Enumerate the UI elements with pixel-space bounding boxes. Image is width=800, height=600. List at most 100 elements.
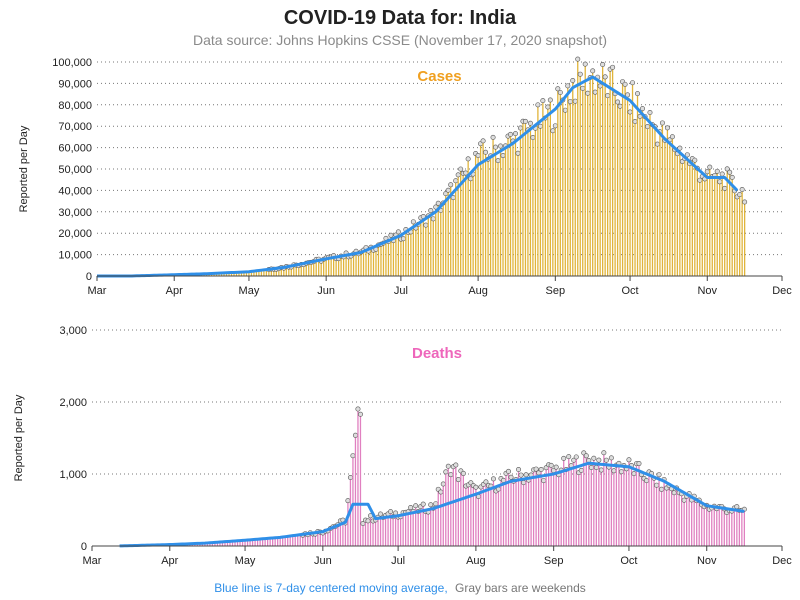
x-tick-label: Oct <box>621 285 638 297</box>
data-point <box>582 61 588 67</box>
data-point <box>483 149 489 155</box>
data-point <box>395 229 401 235</box>
data-point <box>632 118 638 124</box>
data-point <box>737 192 743 198</box>
x-tick-label: May <box>239 285 260 297</box>
data-point <box>627 109 633 115</box>
data-point <box>518 472 524 478</box>
data-point <box>631 471 637 477</box>
y-tick-label: 40,000 <box>58 185 92 197</box>
data-point <box>433 501 439 507</box>
cases-panel: 0 10,000 20,000 30,000 40,000 50,000 60,000 70,… <box>18 56 792 297</box>
data-point <box>540 98 546 104</box>
data-point <box>600 62 606 68</box>
data-point <box>625 92 631 98</box>
data-point <box>669 134 675 140</box>
y-tick-label: 30,000 <box>58 207 92 219</box>
data-point <box>420 501 426 507</box>
x-tick-label: Nov <box>697 555 717 567</box>
data-point <box>423 222 429 228</box>
data-point <box>656 472 662 478</box>
data-point <box>704 169 710 175</box>
x-tick-label: Apr <box>166 285 183 297</box>
data-point <box>714 168 720 174</box>
chart-subtitle: Data source: Johns Hopkins CSSE (Novembe… <box>193 32 607 48</box>
data-point <box>572 98 578 104</box>
data-point <box>603 457 609 463</box>
x-tick-label: Apr <box>161 555 178 567</box>
data-point <box>724 166 730 172</box>
data-point <box>591 455 597 461</box>
data-point <box>605 93 611 99</box>
data-point <box>523 472 529 478</box>
data-point <box>573 454 579 460</box>
data-point <box>684 152 690 158</box>
data-point <box>692 157 698 163</box>
panel-label: Deaths <box>412 345 462 362</box>
data-point <box>611 468 617 474</box>
data-point <box>553 464 559 470</box>
y-tick-label: 20,000 <box>58 228 92 240</box>
data-point <box>722 185 728 191</box>
data-point <box>347 475 353 481</box>
data-point <box>681 497 687 503</box>
y-tick-label: 80,000 <box>58 100 92 112</box>
y-tick-label: 2,000 <box>59 397 87 409</box>
data-point <box>729 174 735 180</box>
y-tick-label: 0 <box>86 271 92 283</box>
y-tick-label: 1,000 <box>59 469 87 481</box>
data-point <box>455 477 461 483</box>
data-point <box>548 462 554 468</box>
moving-average-line <box>119 461 745 548</box>
x-tick-label: Jun <box>314 555 332 567</box>
data-point <box>739 187 745 193</box>
x-tick-label: Jun <box>317 285 335 297</box>
data-point <box>717 179 723 185</box>
footnote: Blue line is 7-day centered moving avera… <box>214 581 586 595</box>
data-point <box>727 169 733 175</box>
chart-title: COVID-19 Data for: India <box>284 7 517 29</box>
x-tick-label: Sep <box>544 555 564 567</box>
data-point <box>664 125 670 131</box>
data-point <box>537 123 543 129</box>
data-point <box>508 474 514 480</box>
data-point <box>578 467 584 473</box>
data-point <box>659 486 665 492</box>
data-point <box>608 455 614 461</box>
x-tick-label: Jul <box>394 285 408 297</box>
y-tick-label: 100,000 <box>52 57 92 69</box>
y-tick-label: 10,000 <box>58 250 92 262</box>
data-point <box>618 469 624 475</box>
data-point <box>533 466 539 472</box>
data-point <box>475 153 481 159</box>
data-point <box>453 178 459 184</box>
data-point <box>440 481 446 487</box>
data-point <box>610 64 616 70</box>
data-point <box>400 236 406 242</box>
data-point <box>455 172 461 178</box>
data-point <box>355 406 361 412</box>
y-tick-label: 0 <box>81 541 87 553</box>
data-point <box>555 86 561 92</box>
x-tick-label: Nov <box>697 285 717 297</box>
data-point <box>498 143 504 149</box>
panel-label: Cases <box>417 68 461 85</box>
x-tick-label: May <box>235 555 256 567</box>
y-axis-label: Reported per Day <box>13 394 25 481</box>
x-tick-label: Sep <box>546 285 566 297</box>
data-point <box>516 466 522 472</box>
data-point <box>570 77 576 83</box>
data-point <box>345 498 351 504</box>
data-point <box>483 479 489 485</box>
data-point <box>590 68 596 74</box>
footnote-moving-average: Blue line is 7-day centered moving avera… <box>214 581 447 595</box>
data-point <box>596 457 602 463</box>
data-point <box>522 118 528 124</box>
data-point <box>635 91 641 97</box>
data-point <box>413 503 419 509</box>
data-point <box>448 182 454 188</box>
footnote-weekends: Gray bars are weekends <box>455 581 586 595</box>
data-point <box>577 71 583 77</box>
x-tick-label: Aug <box>468 285 488 297</box>
x-tick-label: Dec <box>772 285 792 297</box>
